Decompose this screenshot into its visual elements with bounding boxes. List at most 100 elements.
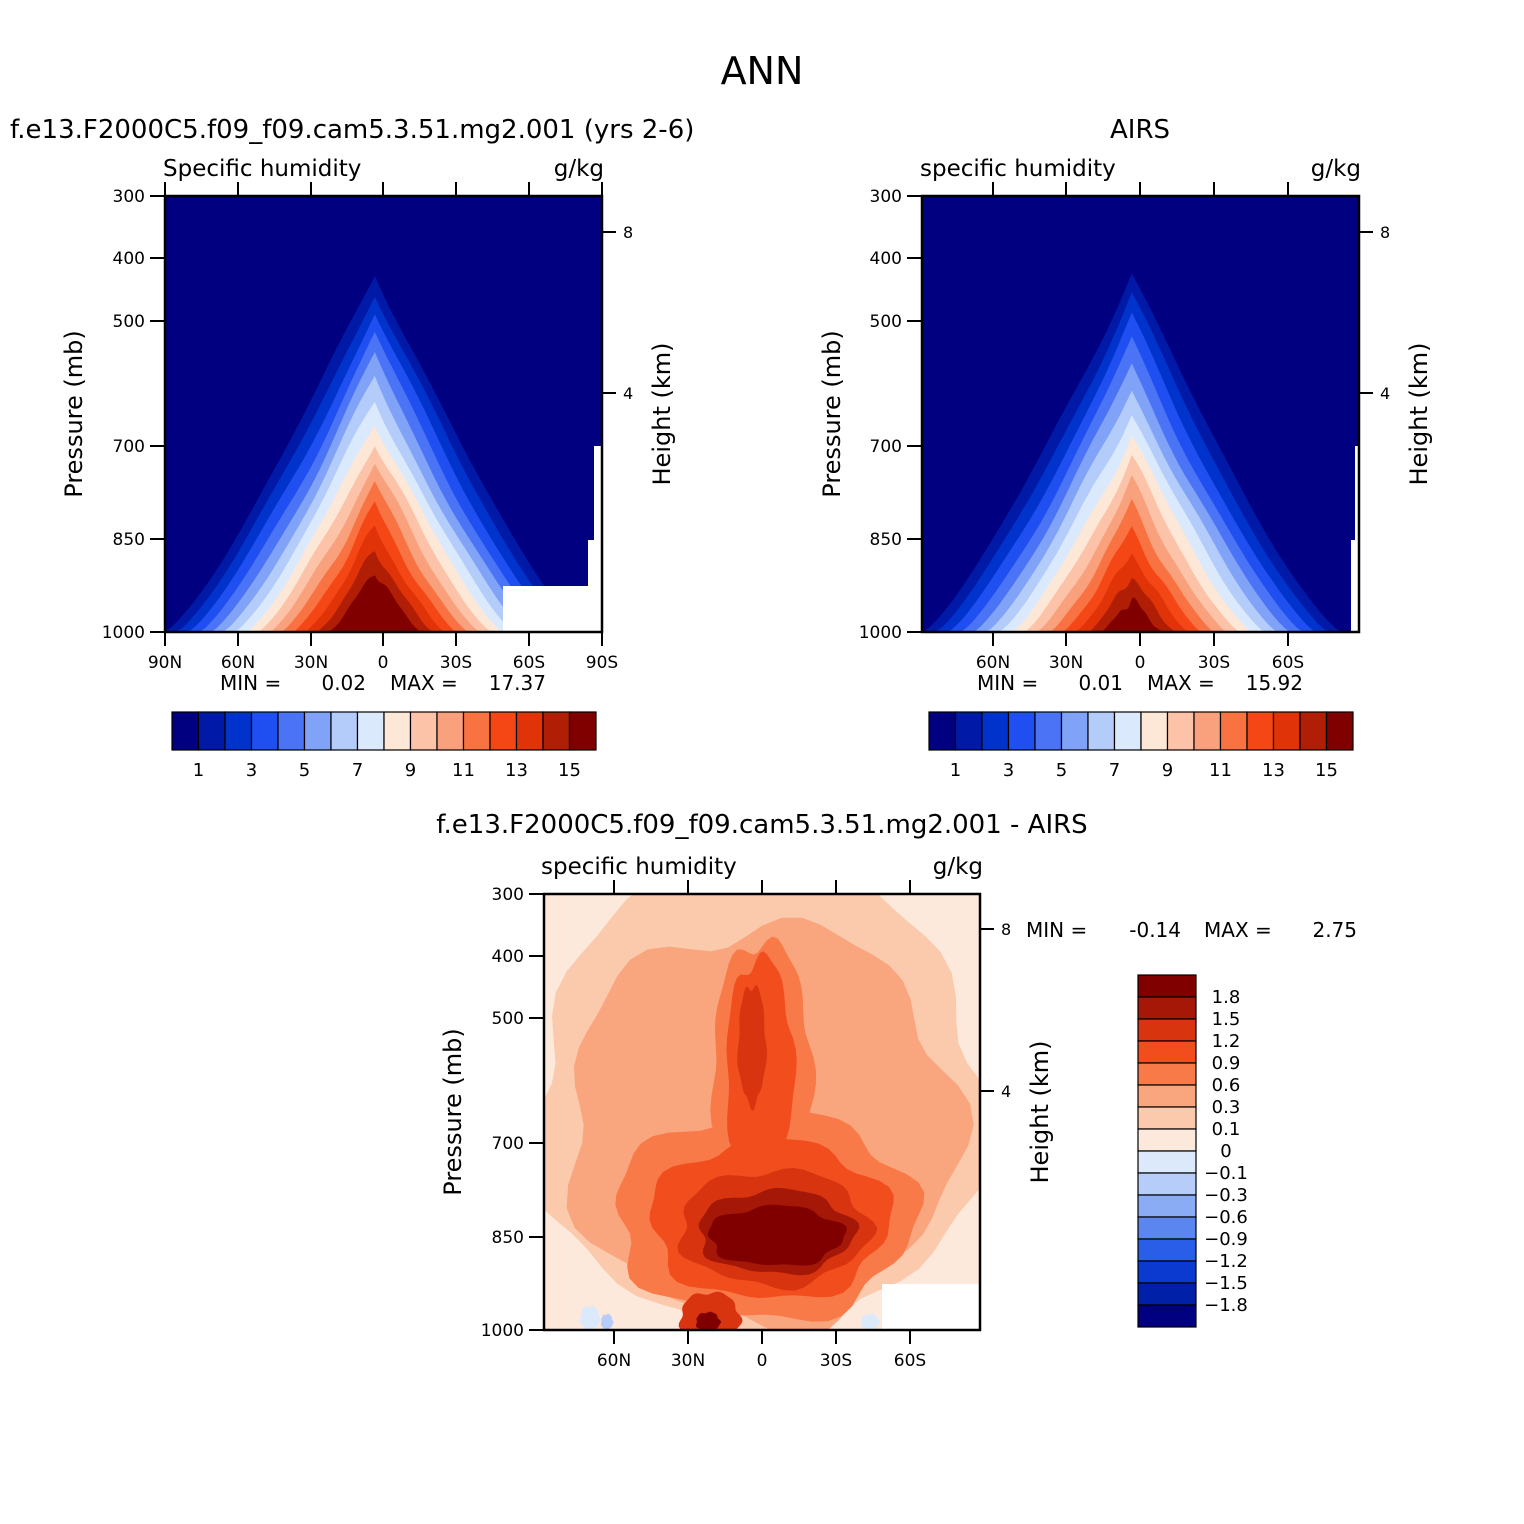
colorbar-label: 9 — [405, 760, 416, 781]
panel-model-tick-marks — [150, 182, 616, 646]
panel-model-x-ticks: 90N 60N 30N 0 30S 60S 90S — [148, 653, 618, 673]
colorbar-box — [1193, 711, 1222, 751]
y-tick-label: 300 — [113, 187, 145, 207]
y-tick-label: 400 — [492, 947, 524, 967]
x-tick-label: 60N — [221, 653, 255, 673]
panel-model-field — [165, 196, 602, 632]
y-tick-label: 850 — [870, 530, 902, 550]
y-tick-label: 400 — [113, 249, 145, 269]
max-value: 17.37 — [489, 671, 546, 695]
colorbar-label: 15 — [558, 760, 581, 781]
panel-airs-right-string: g/kg — [1311, 156, 1361, 182]
colorbar-box — [1007, 711, 1036, 751]
panel-airs-y2-ticks: 8 4 — [1380, 223, 1390, 403]
y-tick-label: 700 — [870, 437, 902, 457]
colorbar-label: −0.6 — [1204, 1207, 1248, 1228]
colorbar-box — [1137, 1194, 1197, 1218]
colorbar-box — [1140, 711, 1169, 751]
max-label: MAX = — [1147, 671, 1215, 695]
contour-band — [707, 1204, 847, 1266]
colorbar-label: 1 — [193, 760, 204, 781]
panel-airs-title: AIRS — [1110, 115, 1170, 145]
panel-diff-stats: MIN = -0.14 MAX = 2.75 — [1026, 918, 1357, 942]
x-tick-label: 30N — [671, 1351, 705, 1371]
y-tick-label: 1000 — [481, 1321, 524, 1341]
colorbar-box — [1060, 711, 1089, 751]
colorbar-label: −1.2 — [1204, 1251, 1248, 1272]
colorbar-box — [1137, 1172, 1197, 1196]
colorbar-box — [409, 711, 438, 751]
panel-diff-y2label: Height (km) — [1026, 1041, 1054, 1184]
contour-band — [678, 1291, 743, 1330]
colorbar-label: 7 — [352, 760, 363, 781]
panel-airs-y-ticks: 300 400 500 700 850 1000 — [859, 187, 902, 643]
missing-data-region — [503, 586, 602, 632]
panel-airs-left-string: specific humidity — [920, 156, 1116, 182]
panel-diff-field — [544, 894, 980, 1330]
y-tick-label: 300 — [870, 187, 902, 207]
y-tick-label: 300 — [492, 885, 524, 905]
colorbar-box — [1137, 974, 1197, 998]
panel-airs-field — [922, 196, 1359, 632]
panel-airs-stats: MIN = 0.01 MAX = 15.92 — [977, 671, 1303, 695]
contour-band — [861, 1313, 880, 1330]
colorbar-box — [1246, 711, 1275, 751]
y-tick-label: 850 — [492, 1228, 524, 1248]
contour-band — [737, 984, 767, 1111]
x-tick-label: 90N — [148, 653, 182, 673]
y2-tick-label: 8 — [1001, 920, 1011, 939]
x-tick-label: 30S — [1198, 653, 1230, 673]
colorbar-box — [1137, 1304, 1197, 1328]
y-tick-label: 850 — [113, 530, 145, 550]
colorbar-box — [436, 711, 465, 751]
colorbar-label: 1.2 — [1212, 1031, 1241, 1052]
colorbar-box — [1034, 711, 1063, 751]
max-label: MAX = — [1204, 918, 1272, 942]
x-tick-label: 60S — [894, 1351, 926, 1371]
colorbar-box — [489, 711, 518, 751]
colorbar-box — [277, 711, 306, 751]
min-value: 0.01 — [1078, 671, 1123, 695]
x-tick-label: 30S — [440, 653, 472, 673]
colorbar-label: 3 — [1003, 760, 1014, 781]
colorbar-box — [1137, 1084, 1197, 1108]
x-tick-label: 90S — [586, 653, 618, 673]
colorbar-box — [1137, 1282, 1197, 1306]
colorbar-label: 7 — [1109, 760, 1120, 781]
missing-data-region — [882, 1284, 980, 1330]
colorbar-label: 13 — [505, 760, 528, 781]
colorbar-label: 5 — [1056, 760, 1067, 781]
colorbar-box — [1137, 1260, 1197, 1284]
y-tick-label: 700 — [113, 437, 145, 457]
x-tick-label: 60S — [1272, 653, 1304, 673]
colorbar-box — [197, 711, 226, 751]
contour-band — [600, 1313, 614, 1330]
colorbar-box — [1299, 711, 1328, 751]
colorbar-label: 0 — [1220, 1141, 1231, 1162]
colorbar-box — [462, 711, 491, 751]
missing-data-region — [1355, 446, 1359, 632]
colorbar-box — [542, 711, 571, 751]
colorbar-label: −1.5 — [1204, 1273, 1248, 1294]
colorbar-label: 9 — [1162, 760, 1173, 781]
panel-model-stats: MIN = 0.02 MAX = 17.37 — [220, 671, 546, 695]
x-tick-label: 0 — [378, 653, 389, 673]
panel-model-ylabel: Pressure (mb) — [60, 330, 88, 497]
min-value: -0.14 — [1129, 918, 1181, 942]
colorbar-box — [383, 711, 412, 751]
panel-diff-tick-marks — [529, 880, 994, 1344]
colorbar-box — [1113, 711, 1142, 751]
colorbar-box — [250, 711, 279, 751]
colorbar-box — [1137, 1216, 1197, 1240]
colorbar-box — [171, 711, 200, 751]
colorbar-box — [1325, 711, 1354, 751]
x-tick-label: 30N — [1049, 653, 1083, 673]
contour-band — [579, 1306, 601, 1330]
colorbar-box — [1137, 1128, 1197, 1152]
y-tick-label: 500 — [113, 312, 145, 332]
y-tick-label: 1000 — [102, 623, 145, 643]
colorbar-label: 15 — [1315, 760, 1338, 781]
panel-diff-ylabel: Pressure (mb) — [439, 1028, 467, 1195]
panel-model-y2-ticks: 8 4 — [623, 223, 633, 403]
